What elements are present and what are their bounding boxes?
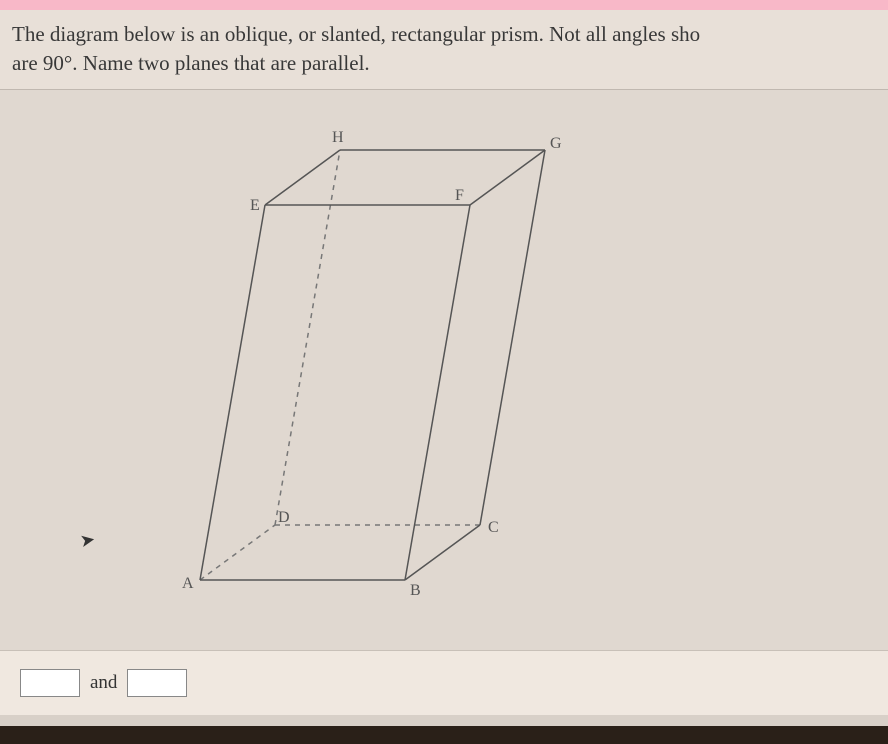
question-line1: The diagram below is an oblique, or slan… — [12, 20, 876, 49]
pink-top-bar — [0, 0, 888, 10]
vertex-label-E: E — [250, 197, 260, 214]
vertex-label-A: A — [182, 575, 194, 592]
vertex-label-G: G — [550, 135, 562, 152]
edge-AE — [200, 205, 265, 580]
plane-input-2[interactable] — [127, 669, 187, 697]
edge-HE — [265, 150, 340, 205]
edge-BC — [405, 525, 480, 580]
edge-BF — [405, 205, 470, 580]
conjunction-text: and — [90, 672, 117, 694]
question-container: The diagram below is an oblique, or slan… — [0, 10, 888, 90]
cursor-icon: ➤ — [78, 529, 97, 552]
edge-DH-hidden — [275, 150, 340, 525]
edge-AD-hidden — [200, 525, 275, 580]
prism-diagram: A B C D E F G H — [170, 110, 590, 620]
bottom-dark-strip — [0, 726, 888, 744]
vertex-label-F: F — [455, 187, 464, 204]
vertex-label-H: H — [332, 129, 344, 146]
question-line2: are 90°. Name two planes that are parall… — [12, 49, 876, 78]
edge-CG — [480, 150, 545, 525]
answer-container: and — [0, 650, 888, 715]
vertex-label-D: D — [278, 509, 290, 526]
vertex-label-C: C — [488, 519, 499, 536]
vertex-label-B: B — [410, 582, 421, 599]
edge-FG — [470, 150, 545, 205]
plane-input-1[interactable] — [20, 669, 80, 697]
diagram-container: ➤ A B C D E F G H — [0, 90, 888, 650]
